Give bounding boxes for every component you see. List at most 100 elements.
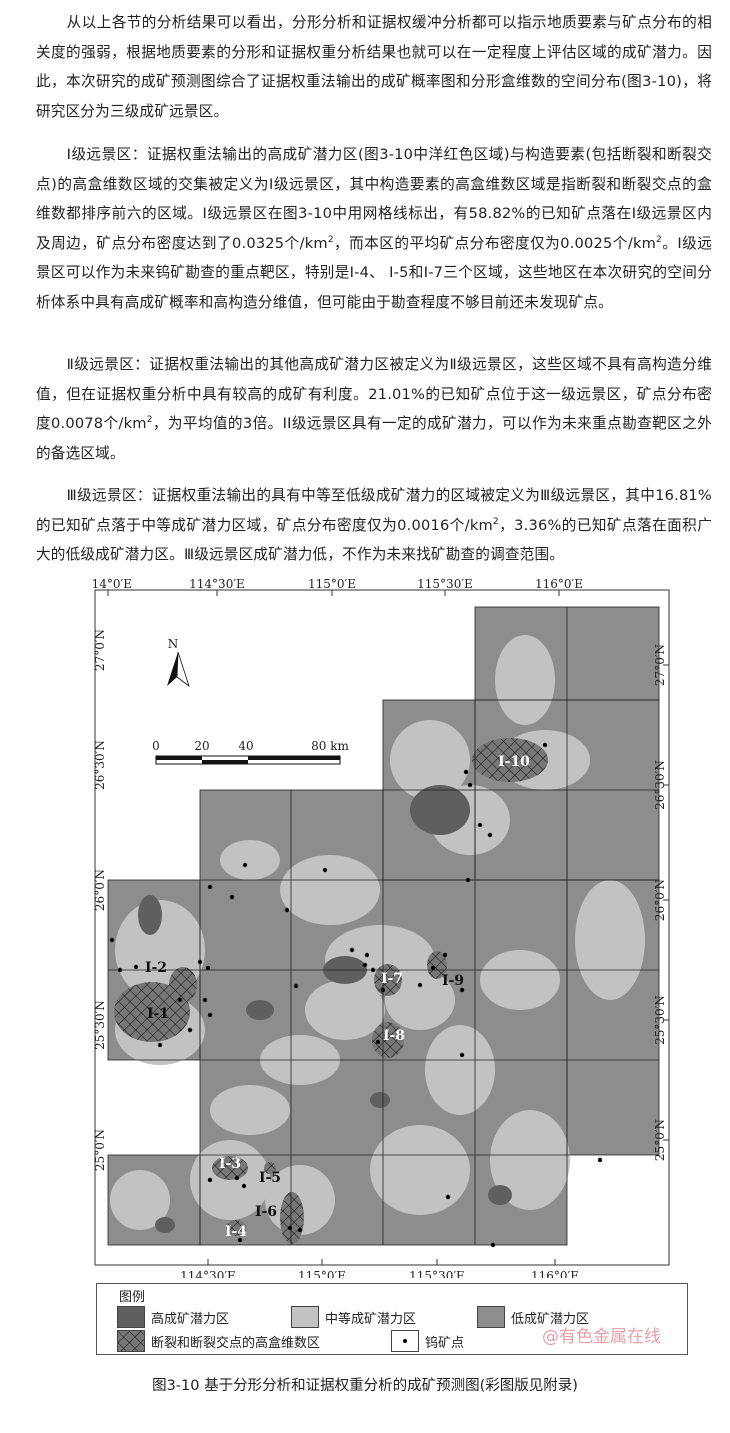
paragraph-level-3: Ⅲ级远景区：证据权重法输出的具有中等至低级成矿潜力的区域被定义为Ⅲ级远景区，其中… [36, 487, 713, 563]
high-swatch [117, 1306, 145, 1328]
scale-bar: 0 20 40 80 km [152, 739, 349, 765]
latitude-label: 25°0′N [93, 1129, 107, 1171]
latitude-label: 25°30′N [653, 995, 667, 1045]
tile-gridlines [107, 606, 660, 1246]
svg-text:20: 20 [194, 739, 209, 753]
high-fractal-zone [226, 1220, 246, 1236]
longitude-label: 114°0′E [90, 577, 132, 591]
longitude-label: 114°30′E [180, 1269, 236, 1278]
medium-potential-zone [110, 1170, 170, 1230]
longitude-label: 116°0′E [531, 1269, 579, 1278]
tungsten-point [542, 742, 548, 748]
legend-high: 高成矿潜力区 [117, 1306, 229, 1328]
tungsten-point [109, 937, 115, 943]
paragraph-level-2: Ⅱ级远景区：证据权重法输出的其他高成矿潜力区被定义为Ⅱ级远景区，这些区域不具有高… [36, 356, 712, 462]
tungsten-point [207, 1177, 213, 1183]
tungsten-point [284, 907, 290, 913]
tungsten-point [187, 1027, 193, 1033]
map-legend: 图例 高成矿潜力区 中等成矿潜力区 低成矿潜力区 断裂和断裂交点的高盒维数区 钨… [96, 1283, 688, 1355]
tungsten-point [430, 965, 436, 971]
legend-medium: 中等成矿潜力区 [291, 1306, 416, 1328]
tungsten-point [322, 867, 328, 873]
region-label: I-9 [442, 973, 464, 989]
tungsten-point [117, 967, 123, 973]
latitude-label: 26°30′N [93, 740, 107, 790]
tungsten-point [197, 959, 203, 965]
watermark: @有色金属在线 [542, 1327, 661, 1347]
tungsten-point [467, 782, 473, 788]
region-label: I-10 [498, 754, 530, 770]
high-potential-zone [410, 785, 470, 835]
latitude-label: 25°30′N [93, 1000, 107, 1050]
tungsten-point [442, 952, 448, 958]
latitude-label: 27°0′N [653, 644, 667, 686]
svg-text:80 km: 80 km [311, 739, 349, 753]
tungsten-point [207, 884, 213, 890]
figure-caption: 图3-10 基于分形分析和证据权重分析的成矿预测图(彩图版见附录) [152, 1378, 578, 1394]
tungsten-point [417, 982, 423, 988]
longitude-label: 115°0′E [298, 1269, 346, 1278]
medium-potential-zone [480, 950, 560, 1010]
tungsten-point [237, 1237, 243, 1243]
tungsten-point [177, 997, 183, 1003]
legend-title: 图例 [119, 1290, 146, 1305]
tungsten-point [364, 952, 370, 958]
region-label: I-4 [225, 1224, 247, 1240]
tungsten-points [109, 742, 603, 1248]
high-potential-zone [370, 1092, 390, 1108]
tungsten-point [242, 862, 248, 868]
region-label: I-5 [259, 1170, 281, 1186]
longitude-label: 115°0′E [308, 577, 356, 591]
tungsten-point [380, 987, 386, 993]
latitude-label: 26°0′N [93, 869, 107, 911]
tungsten-point [445, 1194, 451, 1200]
tungsten-point [207, 1012, 213, 1018]
paragraph-intro: 从以上各节的分析结果可以看出，分形分析和证据权缓冲分析都可以指示地质要素与矿点分… [36, 14, 712, 120]
tungsten-point [490, 1242, 496, 1248]
latitude-label: 25°0′N [653, 1119, 667, 1161]
tungsten-point [362, 962, 368, 968]
tungsten-point [202, 997, 208, 1003]
high-fractal-zone [372, 1022, 404, 1058]
tungsten-point [597, 1157, 603, 1163]
svg-text:40: 40 [238, 739, 253, 753]
tungsten-point [370, 967, 376, 973]
region-label: I-3 [219, 1156, 241, 1172]
high-potential-zone [155, 1217, 175, 1233]
legend-hatch: 断裂和断裂交点的高盒维数区 [117, 1330, 320, 1352]
tungsten-point [375, 1039, 381, 1045]
legend-point: 钨矿点 [391, 1330, 464, 1352]
high-fractal-zone [374, 964, 402, 996]
medium-potential-zone [305, 980, 385, 1040]
high-fractal-zone [280, 1192, 304, 1244]
tungsten-point [477, 822, 483, 828]
longitude-label: 115°30′E [409, 1269, 465, 1278]
latitude-label: 26°30′N [653, 760, 667, 810]
tungsten-point [465, 877, 471, 883]
medium-potential-zone [220, 840, 280, 880]
high-fractal-zone [264, 1162, 276, 1174]
tungsten-point [459, 1052, 465, 1058]
tungsten-point [205, 965, 211, 971]
svg-text:N: N [168, 637, 179, 651]
point-swatch [391, 1330, 419, 1352]
tungsten-point [133, 964, 139, 970]
tile-border [107, 1154, 201, 1246]
high-fractal-zone [427, 951, 447, 979]
longitude-label: 116°0′E [535, 577, 583, 591]
high-potential-zone [488, 1185, 512, 1205]
tungsten-point [487, 832, 493, 838]
tile-border [566, 879, 660, 1156]
tungsten-point [234, 1175, 240, 1181]
medium-potential-zone [210, 1085, 290, 1135]
region-label: I-8 [383, 1028, 405, 1044]
tungsten-point [229, 894, 235, 900]
latitude-label: 27°0′N [93, 629, 107, 671]
region-label: I-2 [145, 960, 167, 976]
tungsten-point [459, 987, 465, 993]
low-swatch [477, 1306, 505, 1328]
legend-low: 低成矿潜力区 [477, 1306, 589, 1328]
hatch-swatch [117, 1330, 145, 1352]
potential-zones [110, 635, 645, 1244]
paragraph-level-1: I级远景区：证据权重法输出的高成矿潜力区(图3-10中洋红色区域)与构造要素(包… [36, 146, 712, 311]
